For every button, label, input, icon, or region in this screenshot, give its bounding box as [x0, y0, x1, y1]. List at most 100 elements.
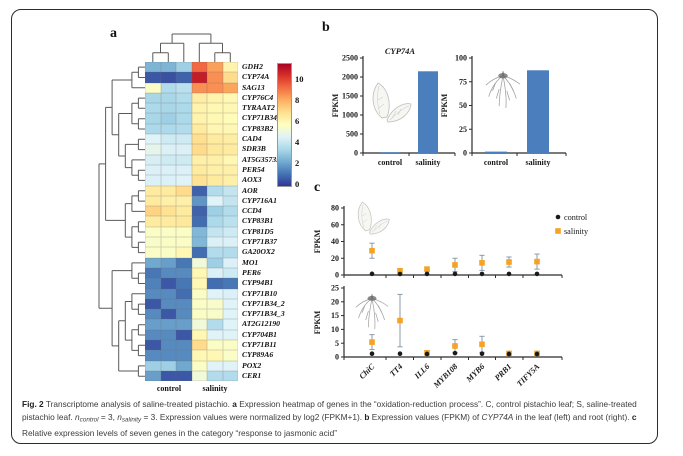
- y-tick-label: 0: [335, 271, 339, 280]
- heatmap-cell: [207, 62, 223, 73]
- gene-label: CYP71B37: [242, 237, 278, 247]
- heatmap-cell: [160, 329, 176, 341]
- heatmap-cell: [160, 103, 176, 114]
- y-tick-label: 500: [346, 130, 358, 139]
- gene-x-label: TT4: [388, 362, 404, 378]
- heatmap-cell: [207, 195, 223, 207]
- heatmap-cell: [145, 329, 161, 341]
- y-tick-label: 40: [331, 237, 339, 246]
- y-tick-label: 100: [455, 54, 467, 63]
- gene-x-label: ChiC: [357, 362, 376, 381]
- heatmap-cell: [207, 113, 223, 124]
- heatmap-cell: [176, 267, 192, 279]
- bar-salinity: [527, 70, 549, 153]
- caption-segment: Transcriptome analysis of saline-treated…: [43, 399, 233, 409]
- salinity-point: [479, 260, 485, 266]
- heatmap-cell: [160, 298, 176, 310]
- heatmap-cell: [191, 72, 207, 83]
- gene-label: SDR3B: [242, 144, 266, 154]
- heatmap-cell: [160, 278, 176, 289]
- caption-segment: = 3,: [98, 411, 118, 422]
- y-tick-label: 2000: [342, 73, 358, 82]
- heatmap-cell: [191, 267, 207, 279]
- heatmap-cell: [222, 216, 238, 227]
- control-point: [397, 351, 403, 356]
- y-tick-label: 15: [331, 311, 339, 320]
- heatmap-cell: [145, 206, 161, 217]
- heatmap-cell: [160, 195, 176, 207]
- heatmap-cell: [222, 92, 238, 104]
- heatmap-cell: [207, 92, 223, 104]
- heatmap-cell: [145, 82, 161, 93]
- heatmap-cell: [191, 278, 207, 289]
- root-sketch-icon: [485, 71, 521, 109]
- gene-label: AT5G35735: [242, 154, 281, 164]
- control-point: [506, 351, 512, 357]
- control-point: [479, 351, 485, 356]
- heatmap-cell: [176, 103, 192, 114]
- panel-c-label: c: [314, 180, 321, 195]
- y-tick-label: 20: [331, 254, 339, 263]
- bar-chart-leaf: 0 500 1000 1500 2000 2500 control salinity FPKM C…: [331, 46, 456, 167]
- heatmap-cell: [160, 360, 176, 371]
- heatmap-cell: [145, 195, 161, 207]
- y-tick-label: 25: [459, 125, 467, 134]
- y-axis-label: FPKM: [331, 93, 340, 117]
- y-tick-label: 25: [331, 284, 339, 293]
- y-tick-label: 0: [463, 149, 467, 158]
- heatmap-cell: [207, 247, 223, 258]
- control-point: [369, 351, 375, 356]
- heatmap-cell: [145, 92, 161, 104]
- heatmap-cell: [145, 237, 161, 248]
- heatmap-cell: [222, 370, 238, 382]
- heatmap-cell: [191, 164, 207, 176]
- heatmap-cell: [191, 195, 207, 207]
- heatmap-cell: [191, 309, 207, 320]
- gene-label: PER6: [242, 267, 261, 277]
- salinity-point: [397, 268, 403, 274]
- heatmap-cell: [207, 278, 223, 289]
- heatmap-cell: [145, 216, 161, 227]
- colorbar-tick: 10: [295, 73, 304, 84]
- caption-segment: n: [75, 411, 80, 422]
- heatmap-cell: [222, 134, 238, 145]
- bar-control: [485, 151, 507, 153]
- heatmap-cell: [145, 247, 161, 258]
- heatmap-cell: [222, 288, 238, 299]
- caption-segment: Fig. 2: [22, 399, 44, 409]
- heatmap-cell: [145, 103, 161, 114]
- gene-x-label: TIFY5A: [515, 362, 542, 389]
- bar-control: [380, 152, 400, 153]
- heatmap-cell: [145, 62, 161, 73]
- heatmap-cell: [176, 298, 192, 310]
- heatmap-cell: [207, 329, 223, 341]
- y-tick-label: 0: [354, 149, 358, 158]
- caption-segment: Expression heatmap of genes in the “oxid…: [22, 399, 637, 422]
- gene-label: PER54: [242, 164, 265, 174]
- heatmap-cell: [145, 319, 161, 330]
- heatmap-cell: [191, 298, 207, 310]
- heatmap-cell: [176, 154, 192, 165]
- bar-chart-root: 0 25 50 75 100 control salinity FPKM: [440, 54, 567, 167]
- y-tick-label: 75: [459, 77, 467, 86]
- panel-a-label: a: [110, 26, 117, 41]
- heatmap-cell: [222, 154, 238, 165]
- heatmap-cell: [160, 267, 176, 279]
- gene-x-label: MYB6: [464, 361, 487, 384]
- salinity-point: [534, 258, 540, 265]
- heatmap-cell: [145, 72, 161, 83]
- heatmap-cell: [207, 237, 223, 248]
- control-point: [424, 351, 430, 357]
- heatmap-cell: [207, 103, 223, 114]
- gene-label: CER1: [242, 370, 262, 380]
- legend-salinity-marker: [555, 228, 561, 234]
- heatmap-cell: [222, 257, 238, 268]
- heatmap-cell: [145, 226, 161, 238]
- heatmap-cell: [176, 82, 192, 93]
- panel-b-label: b: [322, 20, 330, 35]
- heatmap-cell: [176, 278, 192, 289]
- heatmap-cell: [176, 216, 192, 227]
- heatmap-cell: [191, 319, 207, 330]
